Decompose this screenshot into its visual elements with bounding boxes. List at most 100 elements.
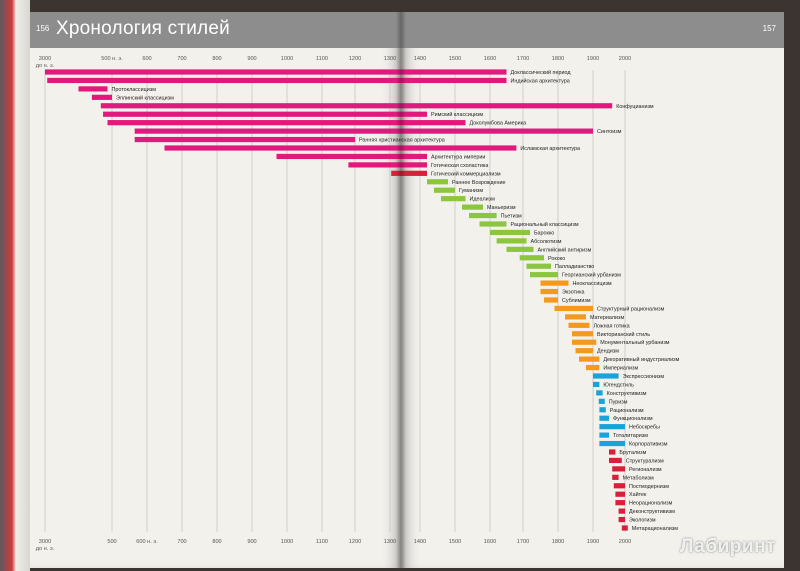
top-axis-tick-label: 1800 <box>552 56 564 62</box>
timeline-bar <box>441 196 466 202</box>
book-gutter-shadow <box>396 12 406 568</box>
book-spine <box>0 0 30 571</box>
timeline-bar <box>612 466 625 472</box>
style-label: Регионализм <box>629 467 662 473</box>
timeline-bar <box>599 424 625 430</box>
bottom-axis-tick-label: 1600 <box>484 539 496 545</box>
style-label: Сублимизм <box>562 298 591 304</box>
bottom-axis-tick-label: 3000 до н. э. <box>36 539 55 552</box>
bottom-axis-tick-label: 1100 <box>316 539 328 545</box>
top-axis-tick-label: 1900 <box>587 56 599 62</box>
style-label: Постмодернизм <box>629 484 669 490</box>
watermark: Лабиринт <box>680 536 776 557</box>
top-axis-tick-label: 1500 <box>449 56 461 62</box>
timeline-bar <box>479 221 507 227</box>
style-label: Маньеризм <box>487 205 516 211</box>
timeline-bar <box>47 77 507 84</box>
timeline-bar <box>91 94 112 100</box>
style-label: Материализм <box>590 315 624 321</box>
timeline-bar <box>579 356 600 362</box>
timeline-bar <box>103 111 428 117</box>
top-axis-tick-label: 700 <box>177 56 186 62</box>
style-label: Декоративный индустриализм <box>603 356 679 363</box>
style-label: Метарационализм <box>632 526 678 532</box>
bottom-axis-tick-label: 1500 <box>449 539 461 545</box>
bottom-axis-tick-label: 500 <box>107 539 116 545</box>
timeline-bar <box>596 390 603 396</box>
timeline-bar <box>490 229 530 236</box>
timeline-bar <box>526 263 551 269</box>
timeline-bar <box>530 272 558 278</box>
top-axis-tick-label: 1400 <box>414 56 426 62</box>
timeline-bar <box>45 69 507 75</box>
bottom-axis-tick-label: 1400 <box>414 539 426 545</box>
style-label: Конструктивизм <box>607 391 647 397</box>
timeline-bar <box>593 373 619 379</box>
timeline-bar <box>609 457 622 464</box>
style-label: Английский антиризм <box>538 246 592 253</box>
bottom-axis-tick-label: 1300 <box>384 539 396 545</box>
style-label: Викторианский стиль <box>597 331 650 338</box>
style-label: Пьетизм <box>501 214 522 220</box>
style-label: Неорационализм <box>629 501 673 507</box>
timeline-bar <box>615 491 625 497</box>
left-header-band <box>30 12 401 48</box>
style-label: Доколумбова Америка <box>470 121 527 127</box>
page-title: Хронология стилей <box>56 18 230 39</box>
style-label: Римский классицизм <box>431 111 483 118</box>
style-label: Конфуцианизм <box>616 104 654 110</box>
timeline-bar <box>427 179 448 185</box>
timeline-bar <box>593 381 600 388</box>
bottom-axis-tick-label: 2000 <box>619 539 631 545</box>
style-label: Исламская архитектура <box>520 146 580 152</box>
bottom-axis-tick-label: 1700 <box>517 539 529 545</box>
timeline-bar <box>540 288 558 295</box>
timeline-bar <box>618 508 625 514</box>
top-axis-tick-label: 1100 <box>316 56 328 62</box>
style-label: Ранняя христианская архитектура <box>359 138 445 144</box>
timeline-bar <box>391 170 427 176</box>
top-axis-tick-label: 800 <box>212 56 221 62</box>
style-label: Протоклассицизм <box>112 87 157 93</box>
style-label: Неоклассицизм <box>573 281 612 287</box>
style-label: Доклассический период <box>511 69 572 76</box>
style-label: Метаболизм <box>623 475 654 481</box>
timeline-bar <box>78 86 108 92</box>
timeline-bar <box>519 255 544 261</box>
style-label: Структурализм <box>626 458 664 464</box>
style-label: Деконструктивизм <box>629 509 675 515</box>
top-axis-tick-label: 500 н. э. <box>101 56 123 62</box>
timeline-bar <box>598 398 605 404</box>
timeline-bar <box>107 120 466 126</box>
top-axis-tick-label: 1300 <box>384 56 396 62</box>
style-label: Югендстиль <box>603 382 634 388</box>
left-page-number: 156 <box>36 24 50 33</box>
top-axis-tick-label: 600 <box>142 56 151 62</box>
style-label: Функционализм <box>613 416 653 422</box>
bottom-axis-tick-label: 1000 <box>281 539 293 545</box>
style-label: Структурный рационализм <box>597 305 665 312</box>
bottom-axis-tick-label: 1800 <box>552 539 564 545</box>
style-label: Эллинский классицизм <box>116 94 174 101</box>
style-label: Монументальный урбанизм <box>600 339 670 346</box>
bottom-axis-tick-label: 1900 <box>587 539 599 545</box>
style-label: Барокко <box>534 230 554 236</box>
timeline-bar <box>348 162 427 168</box>
style-label: Пуризм <box>609 399 628 405</box>
style-label: Георгианский урбанизм <box>562 272 621 279</box>
timeline-bar <box>599 440 625 447</box>
style-label: Синтоизм <box>597 129 622 135</box>
top-axis-tick-label: 2000 <box>619 56 631 62</box>
timeline-bar <box>613 483 625 489</box>
timeline-bar <box>434 187 455 193</box>
style-label: Экзотика <box>562 290 585 296</box>
style-label: Готический коммерциализм <box>431 170 501 177</box>
top-axis-tick-label: 3000 до н. э. <box>36 56 55 69</box>
timeline-bar <box>575 348 593 354</box>
bottom-axis-tick-label: 600 н. э. <box>136 539 158 545</box>
style-label: Палладианство <box>555 264 594 270</box>
timeline-bar <box>540 280 569 286</box>
style-label: Рококо <box>548 256 565 262</box>
style-label: Тоталитаризм <box>613 433 648 439</box>
